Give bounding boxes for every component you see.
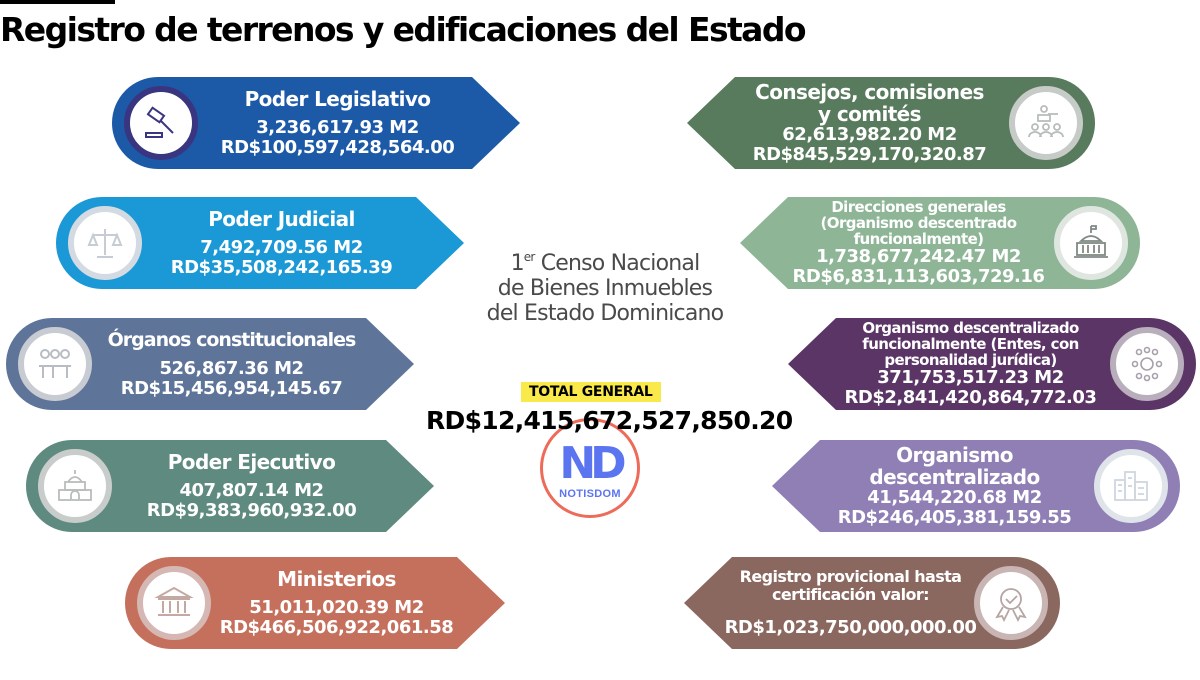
card-title-line2: certificación valor:	[771, 585, 930, 604]
card-value: RD$100,597,428,564.00	[220, 137, 455, 158]
card-area: 3,236,617.93 M2	[256, 117, 419, 138]
card-organismo-descentralizado-funcionalmente: Organismo descentralizado funcionalmente…	[788, 318, 1196, 410]
card-value: RD$35,508,242,165.39	[170, 257, 393, 278]
card-value: RD$246,405,381,159.55	[837, 507, 1072, 528]
gavel-icon	[124, 86, 198, 160]
card-area: 51,011,020.39 M2	[249, 597, 424, 618]
card-area: 526,867.36 M2	[159, 358, 304, 379]
census-ordinal: 1	[510, 251, 525, 276]
card-area: 62,613,982.20 M2	[782, 124, 957, 145]
card-value: RD$6,831,113,603,729.16	[792, 266, 1045, 287]
card-title-line3: personalidad jurídica)	[884, 351, 1057, 369]
certificate-badge-icon	[974, 566, 1048, 640]
card-poder-ejecutivo: Poder Ejecutivo 407,807.14 M2 RD$9,383,9…	[26, 440, 434, 532]
card-title-line1: Organismo descentralizado	[862, 319, 1079, 337]
card-area: 1,738,677,242.47 M2	[816, 246, 1021, 267]
card-area: 7,492,709.56 M2	[200, 237, 363, 258]
card-ministerios: Ministerios 51,011,020.39 M2 RD$466,506,…	[125, 557, 505, 649]
card-area: 41,544,220.68 M2	[867, 487, 1042, 508]
card-value: RD$1,023,750,000,000.00	[724, 617, 977, 638]
census-line3: del Estado Dominicano	[486, 301, 724, 326]
card-title: Órganos constitucionales	[107, 329, 357, 351]
card-title-line3: funcionalmente)	[853, 230, 984, 248]
people-table-icon	[18, 327, 92, 401]
total-value: RD$12,415,672,527,850.20	[426, 406, 793, 435]
census-line2: de Bienes Inmuebles	[497, 276, 713, 301]
card-value: RD$845,529,170,320.87	[752, 144, 987, 165]
card-title-line1: Organismo	[896, 443, 1013, 467]
card-title: Poder Legislativo	[244, 87, 431, 111]
card-organos-constitucionales: Órganos constitucionales 526,867.36 M2 R…	[6, 318, 414, 410]
card-poder-legislativo: Poder Legislativo 3,236,617.93 M2 RD$100…	[112, 77, 520, 169]
census-ordinal-suffix: er	[523, 250, 535, 264]
top-rule	[0, 0, 115, 4]
card-organismo-descentralizado: Organismo descentralizado 41,544,220.68 …	[772, 440, 1180, 532]
page-title: Registro de terrenos y edificaciones del…	[0, 10, 807, 49]
card-title-line1: Consejos, comisiones	[755, 80, 984, 104]
classical-building-icon	[137, 566, 211, 640]
card-title: Ministerios	[277, 567, 396, 591]
card-registro-provisional: Registro provicional hasta certificación…	[684, 557, 1060, 649]
card-value: RD$9,383,960,932.00	[146, 500, 357, 521]
presenter-audience-icon	[1009, 86, 1083, 160]
card-title-line2: descentralizado	[869, 465, 1040, 489]
card-direcciones-generales: Direcciones generales (Organismo descent…	[740, 197, 1140, 289]
office-towers-icon	[1094, 449, 1168, 523]
card-title: Poder Judicial	[208, 207, 355, 231]
card-value: RD$466,506,922,061.58	[219, 617, 454, 638]
card-poder-judicial: Poder Judicial 7,492,709.56 M2 RD$35,508…	[56, 197, 464, 289]
palace-icon	[38, 449, 112, 523]
census-line1: Censo Nacional	[534, 251, 701, 276]
network-people-icon	[1110, 327, 1184, 401]
card-area: 407,807.14 M2	[179, 480, 324, 501]
card-title-line1: Registro provicional hasta	[739, 567, 962, 586]
total-label: TOTAL GENERAL	[521, 382, 661, 402]
card-title-line1: Direcciones generales	[831, 198, 1006, 216]
card-value: RD$2,841,420,864,772.03	[844, 387, 1097, 408]
card-area: 371,753,517.23 M2	[877, 367, 1064, 388]
notisdom-logo: ND NOTISDOM	[540, 418, 640, 518]
scales-icon	[68, 206, 142, 280]
card-title-line2: funcionalmente (Entes, con	[862, 335, 1079, 353]
card-title-line2: (Organismo descentrado	[820, 214, 1017, 232]
capitol-icon	[1054, 206, 1128, 280]
census-title: 1er Censo Nacional de Bienes Inmuebles d…	[440, 245, 770, 326]
card-consejos-comisiones: Consejos, comisiones y comités 62,613,98…	[687, 77, 1095, 169]
logo-name: NOTISDOM	[559, 488, 621, 500]
card-value: RD$15,456,954,145.67	[120, 378, 343, 399]
card-title: Poder Ejecutivo	[167, 450, 336, 474]
logo-mark: ND	[559, 438, 626, 489]
card-title-line2: y comités	[818, 102, 922, 126]
